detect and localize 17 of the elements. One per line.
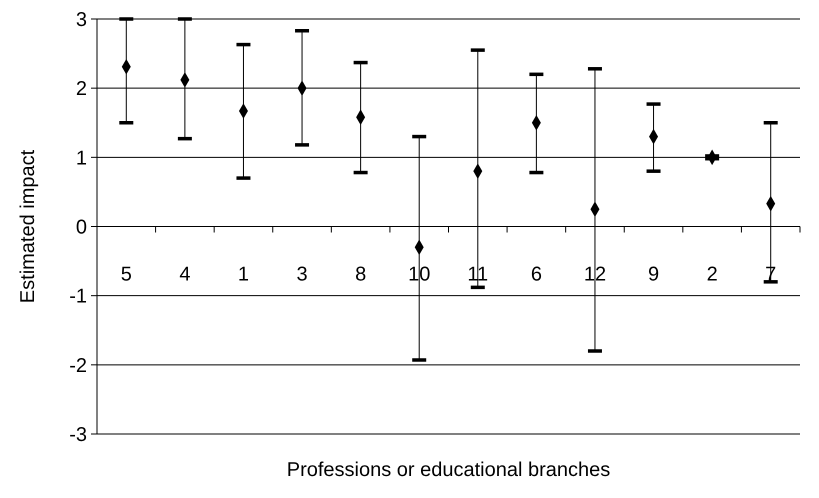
x-tick-label: 8: [355, 264, 366, 286]
y-tick-label: -3: [69, 424, 87, 446]
x-tick-label: 4: [179, 264, 190, 286]
y-tick-label: -1: [69, 286, 87, 308]
y-tick-label: -2: [69, 354, 87, 377]
x-tick-label: 6: [530, 264, 542, 286]
x-tick-label: 5: [120, 264, 132, 286]
x-tick-label: 1: [238, 264, 250, 286]
x-tick-label: 3: [296, 264, 308, 286]
y-tick-label: 3: [76, 9, 87, 31]
x-axis-title: Professions or educational branches: [286, 459, 610, 481]
y-axis-title: Estimated impact: [17, 149, 39, 304]
x-tick-label: 2: [706, 264, 718, 286]
y-tick-label: 0: [76, 216, 87, 238]
y-tick-label: 2: [76, 78, 87, 100]
x-tick-label: 9: [648, 264, 660, 286]
y-tick-label: 1: [76, 147, 87, 170]
